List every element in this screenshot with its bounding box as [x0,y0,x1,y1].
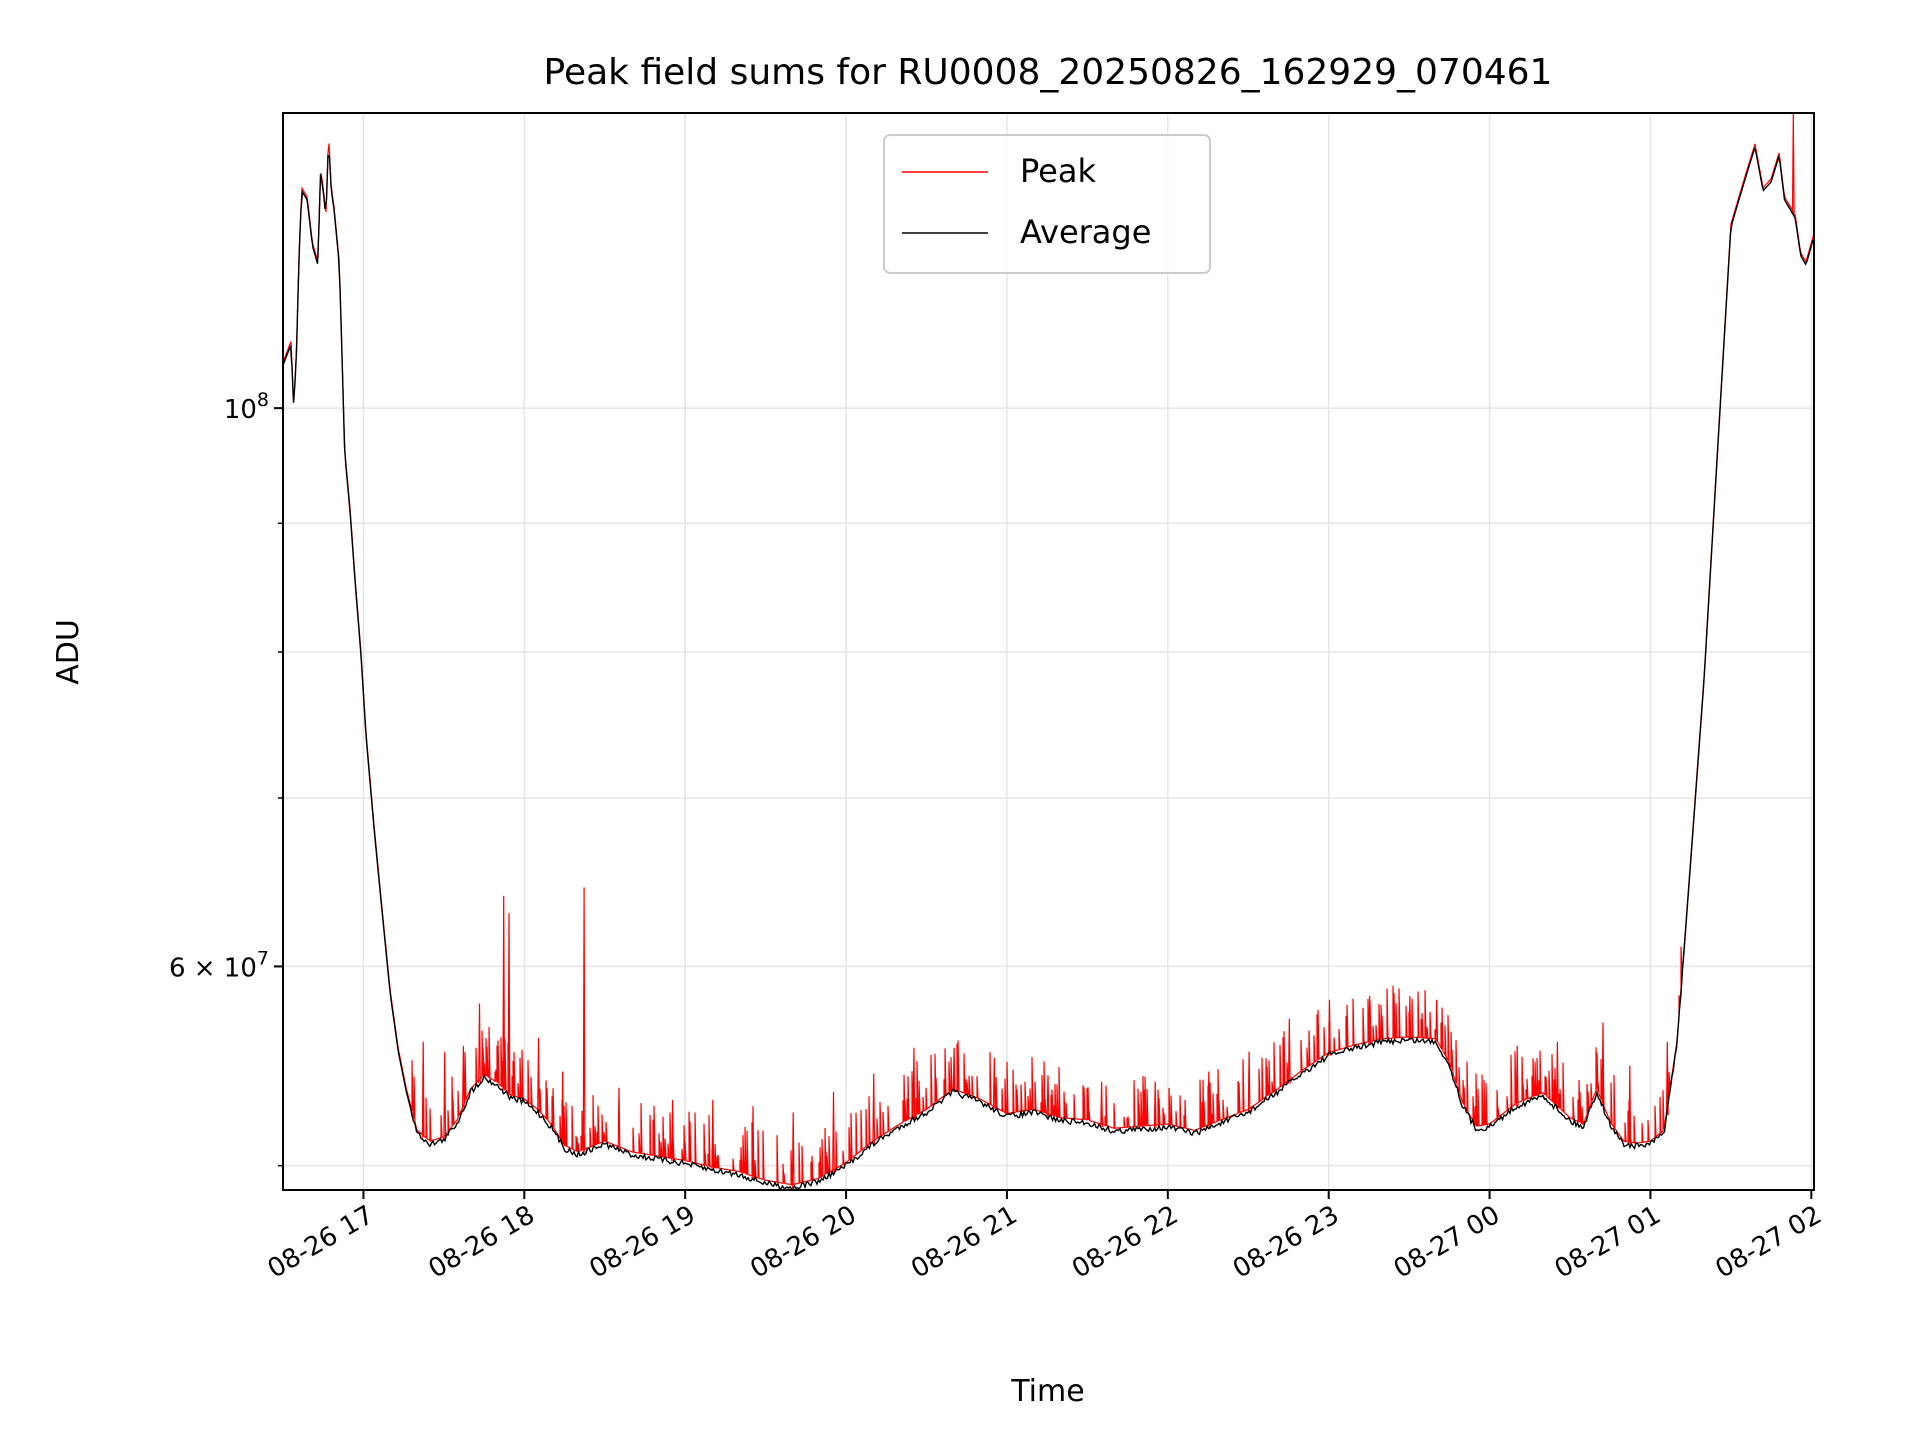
x-axis-label: Time [1010,1374,1084,1409]
y-tick-label: 108 [224,389,269,425]
series-peak-line [282,112,1815,1188]
chart-title: Peak field sums for RU0008_20250826_1629… [544,52,1553,93]
plot-lines [282,112,1815,1190]
legend-label-average: Average [1020,213,1151,251]
legend-label-peak: Peak [1020,152,1096,190]
legend: Peak Average [883,134,1211,274]
series-average-line [282,146,1814,1190]
grid-lines [283,113,1814,1190]
y-axis-label: ADU [51,619,86,685]
legend-box [883,134,1211,274]
y-tick-label: 6 × 107 [169,947,269,983]
